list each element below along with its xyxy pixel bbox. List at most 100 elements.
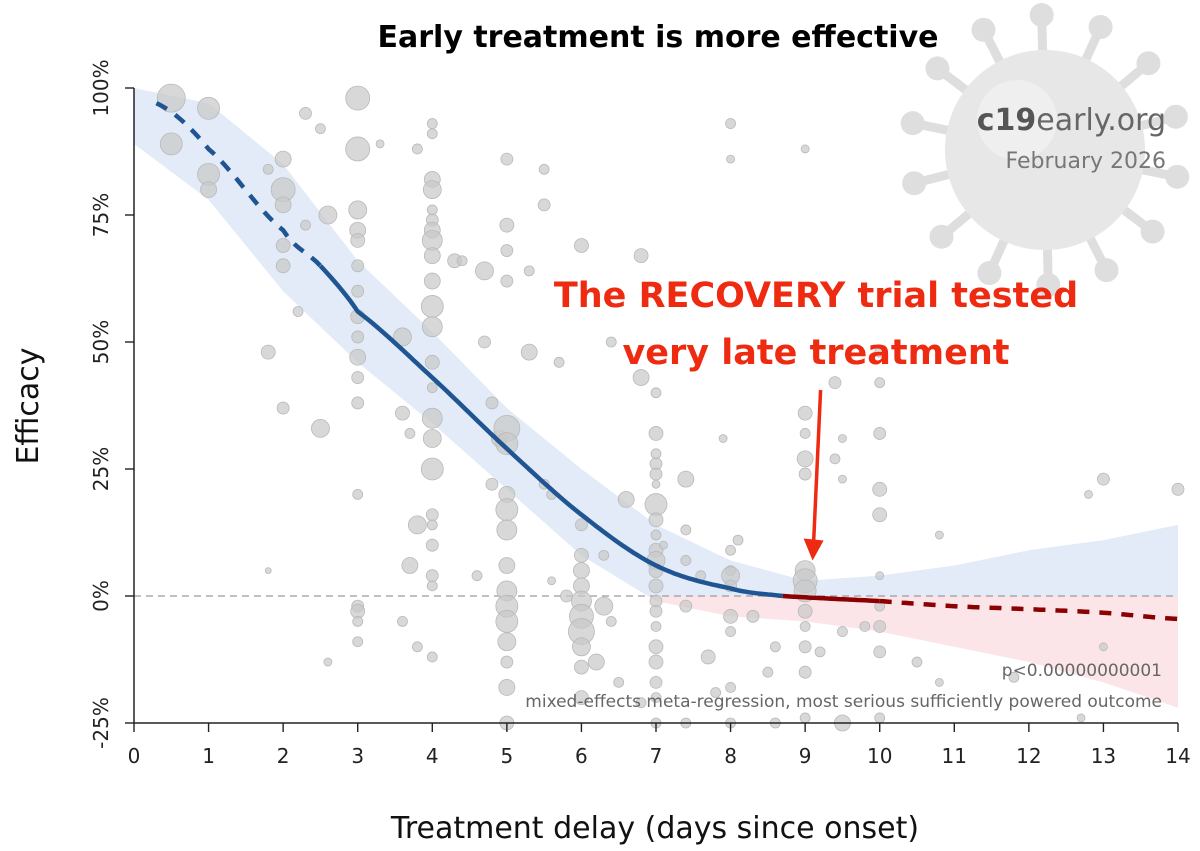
- study-dot: [680, 524, 692, 536]
- study-dots: [156, 83, 1185, 732]
- x-tick-label: 10: [867, 744, 892, 768]
- y-tick-label: 50%: [89, 320, 113, 364]
- study-dot: [574, 659, 589, 675]
- x-tick-label: 2: [277, 744, 290, 768]
- study-dot: [351, 330, 365, 344]
- curve-dashed-late: [879, 598, 1179, 622]
- study-dot: [500, 152, 514, 166]
- study-dot: [723, 608, 738, 624]
- callout-line-2: very late treatment: [622, 333, 1009, 373]
- study-dot: [573, 562, 590, 579]
- study-dot: [411, 641, 423, 653]
- study-dot: [351, 259, 365, 273]
- study-dot: [798, 640, 812, 654]
- study-dot: [159, 132, 183, 156]
- study-dot: [648, 654, 664, 670]
- virus-spike-tip: [1136, 51, 1161, 76]
- study-dot: [264, 567, 272, 574]
- study-dot: [424, 354, 440, 370]
- study-dot: [478, 335, 491, 349]
- study-dot: [498, 557, 516, 574]
- y-tick-label: 25%: [89, 447, 113, 491]
- study-dot: [495, 610, 519, 633]
- study-dot: [352, 488, 364, 500]
- study-dot: [574, 690, 589, 705]
- virus-spike-tip: [1029, 3, 1054, 28]
- study-dot: [594, 596, 614, 616]
- study-dot: [395, 405, 410, 421]
- study-dot: [553, 356, 565, 368]
- study-dot: [799, 712, 811, 724]
- study-dot: [799, 428, 811, 439]
- study-dot: [426, 651, 438, 663]
- curve-solid-negative: [782, 593, 880, 604]
- study-dot: [746, 609, 760, 623]
- study-dot: [648, 426, 664, 441]
- study-dot: [421, 407, 443, 429]
- study-dot: [300, 219, 311, 231]
- study-dot: [348, 200, 368, 220]
- study-dot: [726, 154, 735, 164]
- y-axis-ticks: 100% 75% 50% 25% 0% -25%: [89, 59, 134, 749]
- study-dot: [725, 626, 736, 637]
- study-dot: [574, 238, 589, 253]
- study-dot: [798, 665, 812, 679]
- virus-watermark-icon: [900, 3, 1190, 297]
- study-dot: [422, 429, 442, 448]
- confidence-band-positive: [134, 88, 1178, 596]
- y-tick-label: 0%: [89, 580, 113, 612]
- study-dot: [650, 692, 662, 703]
- study-dot: [605, 336, 617, 348]
- study-dot: [838, 434, 847, 443]
- study-dot: [648, 512, 664, 528]
- study-dot: [349, 348, 367, 366]
- study-dot: [934, 530, 944, 540]
- brand-domain-a: c19: [977, 103, 1037, 138]
- study-dot: [345, 136, 371, 162]
- study-dot: [537, 198, 551, 212]
- x-tick-label: 13: [1091, 744, 1116, 768]
- study-dot: [799, 621, 811, 632]
- study-dot: [560, 589, 573, 603]
- study-dot: [700, 649, 716, 665]
- study-dot: [323, 657, 333, 667]
- study-dot: [1084, 489, 1093, 499]
- study-dot: [547, 576, 556, 586]
- study-dot: [732, 534, 744, 546]
- study-dot: [1008, 671, 1020, 683]
- study-dot: [911, 656, 923, 668]
- study-dot: [650, 621, 662, 632]
- study-dot: [1076, 713, 1086, 723]
- y-tick-label: 100%: [89, 59, 113, 116]
- study-dot: [495, 432, 519, 456]
- study-dot: [649, 675, 663, 689]
- study-dot: [633, 248, 649, 264]
- callout-line-1: The RECOVERY trial tested: [554, 276, 1078, 316]
- study-dot: [274, 196, 292, 214]
- study-dot: [426, 128, 438, 140]
- study-dot: [497, 632, 517, 652]
- study-dot: [649, 467, 663, 481]
- study-dot: [426, 382, 438, 394]
- brand-domain: c19early.org: [977, 103, 1166, 138]
- virus-spike-tip: [1140, 219, 1165, 244]
- study-dot: [762, 666, 774, 678]
- study-dot: [725, 682, 736, 693]
- study-dot: [814, 646, 826, 658]
- study-dot: [538, 163, 550, 175]
- study-dot: [650, 448, 662, 460]
- study-dot: [351, 396, 365, 410]
- x-tick-label: 5: [500, 744, 513, 768]
- virus-spike-tip: [1088, 14, 1113, 39]
- study-dot: [401, 557, 419, 574]
- study-dot: [375, 139, 385, 149]
- curve-solid-positive: [318, 264, 784, 599]
- study-dot: [426, 204, 438, 216]
- x-axis-title: Treatment delay (days since onset): [390, 811, 919, 846]
- x-tick-label: 8: [724, 744, 737, 768]
- study-dot: [875, 571, 885, 581]
- study-dot: [520, 343, 538, 361]
- virus-highlight: [977, 80, 1057, 160]
- study-dot: [407, 515, 427, 535]
- x-tick-label: 7: [650, 744, 663, 768]
